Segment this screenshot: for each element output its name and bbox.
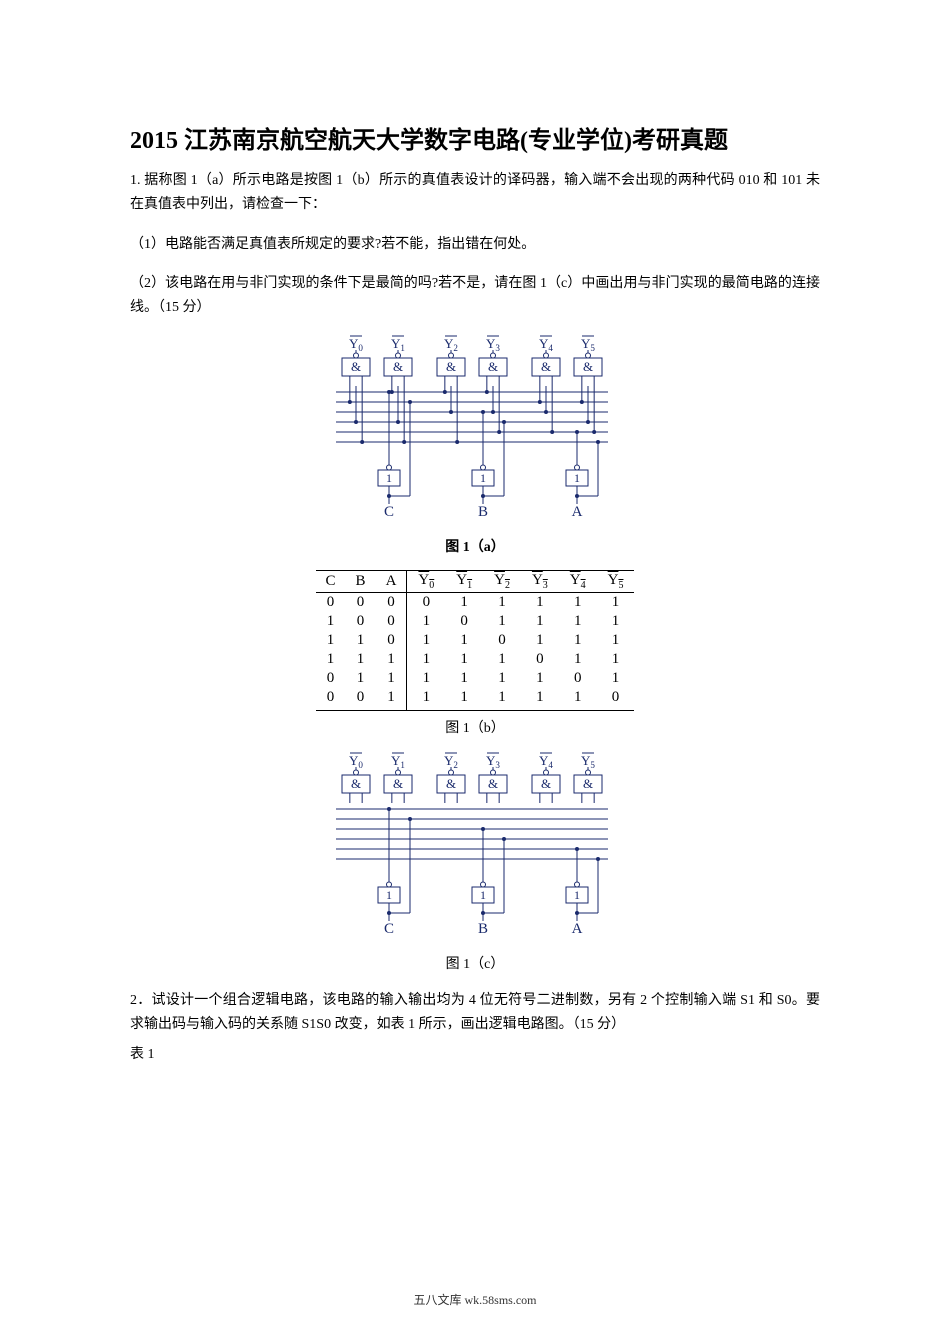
- fig1b-caption-suffix: （b）: [470, 721, 505, 736]
- circuit-diagram-c: Y0&Y1&Y2&Y3&Y4&Y5&1C1B1A: [320, 751, 630, 947]
- q1-sub1: （1）电路能否满足真值表所规定的要求?若不能，指出错在何处。: [130, 233, 820, 257]
- svg-text:&: &: [351, 359, 361, 374]
- svg-text:&: &: [446, 776, 456, 791]
- svg-text:&: &: [393, 359, 403, 374]
- svg-text:A: A: [572, 504, 583, 520]
- svg-text:1: 1: [386, 471, 392, 485]
- figure-1c: Y0&Y1&Y2&Y3&Y4&Y5&1C1B1A: [130, 751, 820, 947]
- figure-1a: Y0&Y1&Y2&Y3&Y4&Y5&1C1B1A: [130, 334, 820, 530]
- truth-table: CBAY0Y1Y2Y3Y4Y50000111111001011111101101…: [316, 570, 635, 711]
- svg-text:&: &: [583, 776, 593, 791]
- svg-text:1: 1: [386, 888, 392, 902]
- page-footer: 五八文库 wk.58sms.com: [0, 1291, 950, 1308]
- svg-text:A: A: [572, 921, 583, 937]
- figure-1b: CBAY0Y1Y2Y3Y4Y50000111111001011111101101…: [130, 570, 820, 711]
- svg-text:&: &: [541, 776, 551, 791]
- svg-text:&: &: [541, 359, 551, 374]
- svg-text:&: &: [488, 359, 498, 374]
- svg-text:&: &: [446, 359, 456, 374]
- svg-text:&: &: [393, 776, 403, 791]
- svg-text:1: 1: [480, 471, 486, 485]
- svg-text:1: 1: [574, 888, 580, 902]
- svg-text:&: &: [351, 776, 361, 791]
- q2-text: 2．试设计一个组合逻辑电路，该电路的输入输出均为 4 位无符号二进制数，另有 2…: [130, 989, 820, 1037]
- fig1c-caption: 图 1（c）: [130, 953, 820, 973]
- q1-sub2: （2）该电路在用与非门实现的条件下是最简的吗?若不是，请在图 1（c）中画出用与…: [130, 272, 820, 320]
- svg-text:1: 1: [480, 888, 486, 902]
- fig1c-caption-prefix: 图 1: [446, 957, 471, 972]
- svg-text:C: C: [384, 921, 394, 937]
- fig1b-caption: 图 1（b）: [130, 717, 820, 737]
- svg-text:C: C: [384, 504, 394, 520]
- page-title: 2015 江苏南京航空航天大学数字电路(专业学位)考研真题: [130, 120, 820, 155]
- svg-text:&: &: [488, 776, 498, 791]
- circuit-diagram-a: Y0&Y1&Y2&Y3&Y4&Y5&1C1B1A: [320, 334, 630, 530]
- svg-text:&: &: [583, 359, 593, 374]
- fig1a-caption-suffix: （a）: [470, 540, 505, 555]
- svg-text:1: 1: [574, 471, 580, 485]
- svg-text:B: B: [478, 504, 488, 520]
- fig1a-caption-prefix: 图 1: [445, 540, 470, 555]
- fig1b-caption-prefix: 图 1: [445, 721, 470, 736]
- fig1a-caption: 图 1（a）: [130, 536, 820, 556]
- q2-table-label: 表 1: [130, 1043, 820, 1067]
- svg-text:B: B: [478, 921, 488, 937]
- fig1c-caption-suffix: （c）: [470, 957, 504, 972]
- q1-intro: 1. 据称图 1（a）所示电路是按图 1（b）所示的真值表设计的译码器，输入端不…: [130, 169, 820, 217]
